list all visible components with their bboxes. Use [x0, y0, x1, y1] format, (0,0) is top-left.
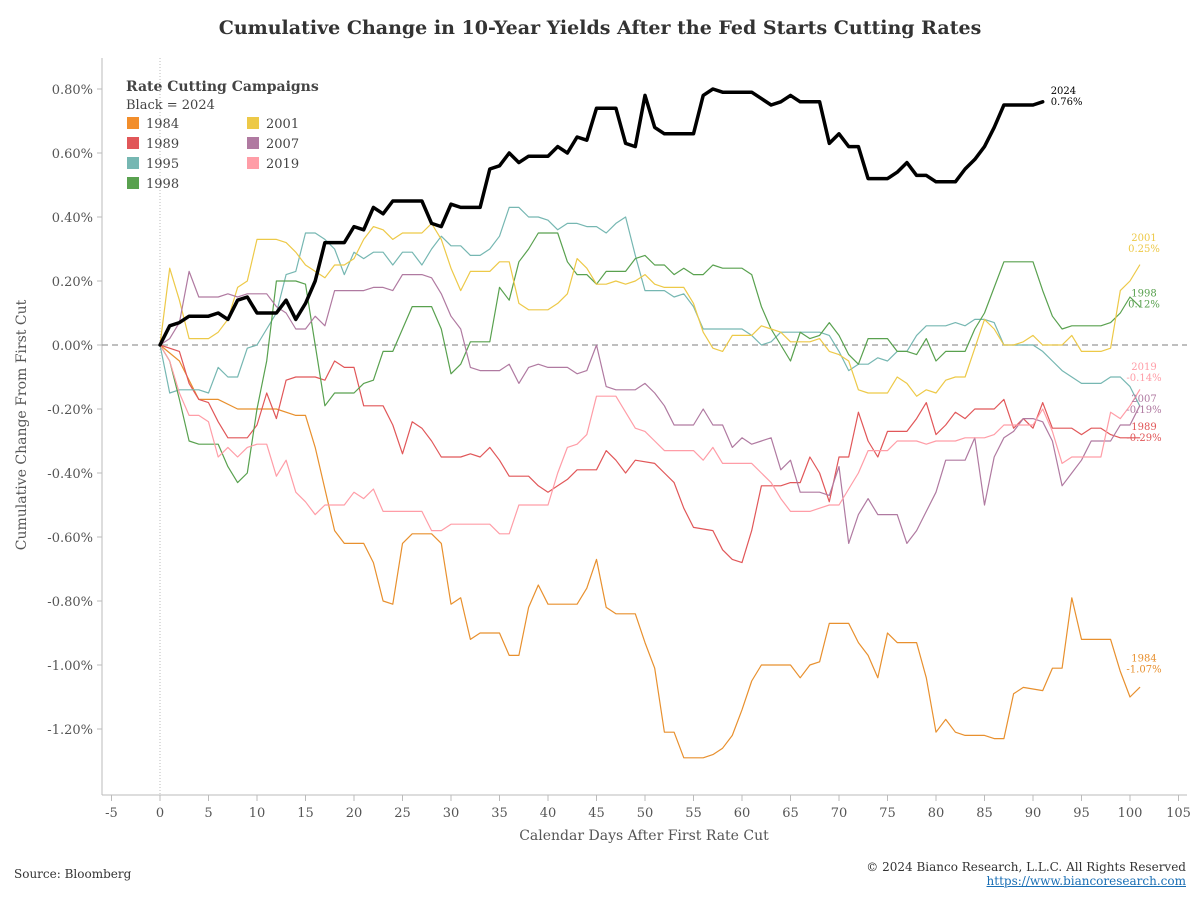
legend-label-1998: 1998	[146, 177, 179, 192]
x-tick-label: 95	[1073, 806, 1090, 821]
series-line-1998	[159, 232, 1141, 484]
legend-label-2001: 2001	[266, 117, 299, 132]
x-tick-label: 35	[491, 806, 508, 821]
plot-frame	[101, 58, 1187, 796]
website-link[interactable]: https://www.biancoresearch.com	[986, 874, 1186, 888]
x-tick-label: 65	[782, 806, 799, 821]
x-tick-label: 30	[443, 806, 460, 821]
y-tick-label: 0.80%	[52, 83, 93, 98]
series-line-1989	[159, 344, 1141, 564]
x-tick-label: 55	[685, 806, 702, 821]
x-tick-label: 20	[346, 806, 363, 821]
x-tick-label: 45	[588, 806, 605, 821]
x-tick-label: 85	[976, 806, 993, 821]
x-tick-label: 5	[204, 806, 212, 821]
y-tick-label: -1.20%	[47, 723, 93, 738]
series-end-value-2019: -0.14%	[1126, 373, 1161, 384]
y-tick-label: -1.00%	[47, 659, 93, 674]
series-line-1995	[159, 206, 1141, 407]
copyright-block: © 2024 Bianco Research, L.L.C. All Right…	[866, 860, 1186, 888]
series-end-name-1989: 1989	[1131, 422, 1156, 433]
series-end-value-2007: -0.19%	[1126, 405, 1161, 416]
legend-label-2019: 2019	[266, 157, 299, 172]
chart-title: Cumulative Change in 10-Year Yields Afte…	[218, 17, 982, 39]
legend-title: Rate Cutting Campaigns	[126, 79, 319, 95]
x-tick-label: 75	[879, 806, 896, 821]
legend-subtitle: Black = 2024	[126, 98, 215, 113]
y-tick-label: -0.60%	[47, 531, 93, 546]
x-tick-label: 40	[540, 806, 557, 821]
series-end-name-2007: 2007	[1131, 394, 1156, 405]
copyright-text: © 2024 Bianco Research, L.L.C. All Right…	[866, 860, 1186, 874]
y-tick-label: 0.60%	[52, 147, 93, 162]
x-tick-label: 90	[1025, 806, 1042, 821]
y-tick-label: -0.20%	[47, 403, 93, 418]
y-tick-label: -0.40%	[47, 467, 93, 482]
legend-swatch-1984	[127, 117, 139, 129]
series-end-name-2024: 2024	[1051, 86, 1076, 97]
series-end-value-2024: 0.76%	[1051, 97, 1083, 108]
series-end-value-2001: 0.25%	[1128, 244, 1160, 255]
series-line-2019	[159, 344, 1141, 535]
x-tick-label: 100	[1118, 806, 1143, 821]
x-tick-label: 105	[1166, 806, 1191, 821]
x-tick-label: 25	[394, 806, 411, 821]
series-end-value-1989: -0.29%	[1126, 433, 1161, 444]
y-axis-label: Cumulative Change From First Cut	[14, 299, 30, 550]
y-tick-label: 0.00%	[52, 339, 93, 354]
x-tick-label: 10	[249, 806, 266, 821]
series-end-name-2001: 2001	[1131, 233, 1156, 244]
series-end-name-1998: 1998	[1131, 289, 1156, 300]
x-tick-label: 0	[156, 806, 164, 821]
series-end-value-1998: 0.12%	[1128, 300, 1160, 311]
legend-swatch-2007	[247, 137, 259, 149]
source-note: Source: Bloomberg	[14, 867, 132, 881]
x-axis-label: Calendar Days After First Rate Cut	[519, 828, 769, 844]
x-tick-label: 80	[928, 806, 945, 821]
x-tick-label: 60	[734, 806, 751, 821]
legend-swatch-1998	[127, 177, 139, 189]
y-axis-ticks: 0.80% 0.60% 0.40% 0.20% 0.00% -0.20% -0.40% -0.…	[47, 83, 102, 738]
series-line-2007	[159, 270, 1141, 544]
y-tick-label: 0.40%	[52, 211, 93, 226]
series-end-value-1984: -1.07%	[1126, 664, 1161, 675]
legend-swatch-1995	[127, 157, 139, 169]
y-tick-label: -0.80%	[47, 595, 93, 610]
x-tick-label: -5	[105, 806, 118, 821]
series-line-1984	[159, 344, 1141, 759]
x-axis-ticks: -5 0 5 10 15 20 25 30 35 40 45 50 55 60 65 70 75 80 85 90 95…	[105, 795, 1191, 821]
series-end-name-2019: 2019	[1131, 362, 1156, 373]
series-lines	[158, 87, 1141, 759]
y-tick-label: 0.20%	[52, 275, 93, 290]
legend-swatch-1989	[127, 137, 139, 149]
legend-label-2007: 2007	[266, 137, 299, 152]
x-tick-label: 70	[831, 806, 848, 821]
legend-label-1989: 1989	[146, 137, 179, 152]
legend-swatch-2001	[247, 117, 259, 129]
series-line-2001	[159, 222, 1141, 397]
legend-swatch-2019	[247, 157, 259, 169]
x-tick-label: 50	[637, 806, 654, 821]
legend-label-1984: 1984	[146, 117, 179, 132]
series-line-2024	[158, 87, 1045, 347]
legend: Rate Cutting Campaigns Black = 2024 1984 19…	[126, 79, 319, 192]
series-end-name-1984: 1984	[1131, 653, 1156, 664]
legend-label-1995: 1995	[146, 157, 179, 172]
x-tick-label: 15	[297, 806, 314, 821]
